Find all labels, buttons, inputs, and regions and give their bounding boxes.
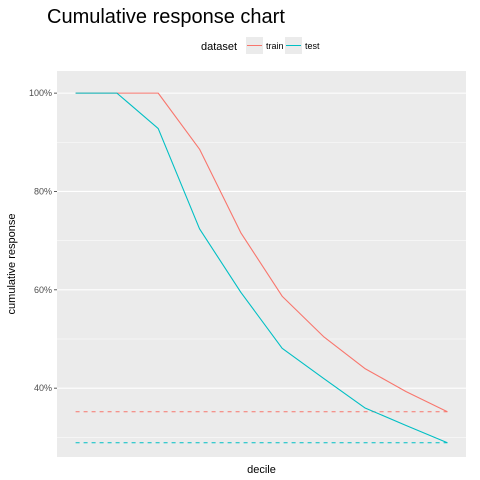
series-lines: [75, 92, 448, 444]
y-tick-label-2: 80%: [34, 186, 52, 196]
legend-label-train: train: [266, 41, 284, 51]
y-tick-label-3: 100%: [29, 88, 52, 98]
x-axis-title: decile: [247, 464, 276, 476]
legend-label-test: test: [305, 41, 320, 51]
legend-entry-train: train: [246, 37, 284, 54]
series-line-test: [75, 92, 448, 444]
y-axis: 40% 60% 80% 100%: [29, 88, 57, 393]
y-axis-title: cumulative response: [6, 214, 18, 315]
reference-lines: [75, 411, 448, 444]
chart-title: Cumulative response chart: [47, 6, 285, 28]
y-tick-label-1: 60%: [34, 285, 52, 295]
legend-entry-test: test: [285, 37, 320, 54]
minor-gridlines: [57, 142, 466, 438]
y-tick-label-0: 40%: [34, 383, 52, 393]
legend-title: dataset: [201, 41, 237, 53]
series-line-train: [75, 92, 448, 413]
legend: dataset train test: [201, 37, 320, 54]
